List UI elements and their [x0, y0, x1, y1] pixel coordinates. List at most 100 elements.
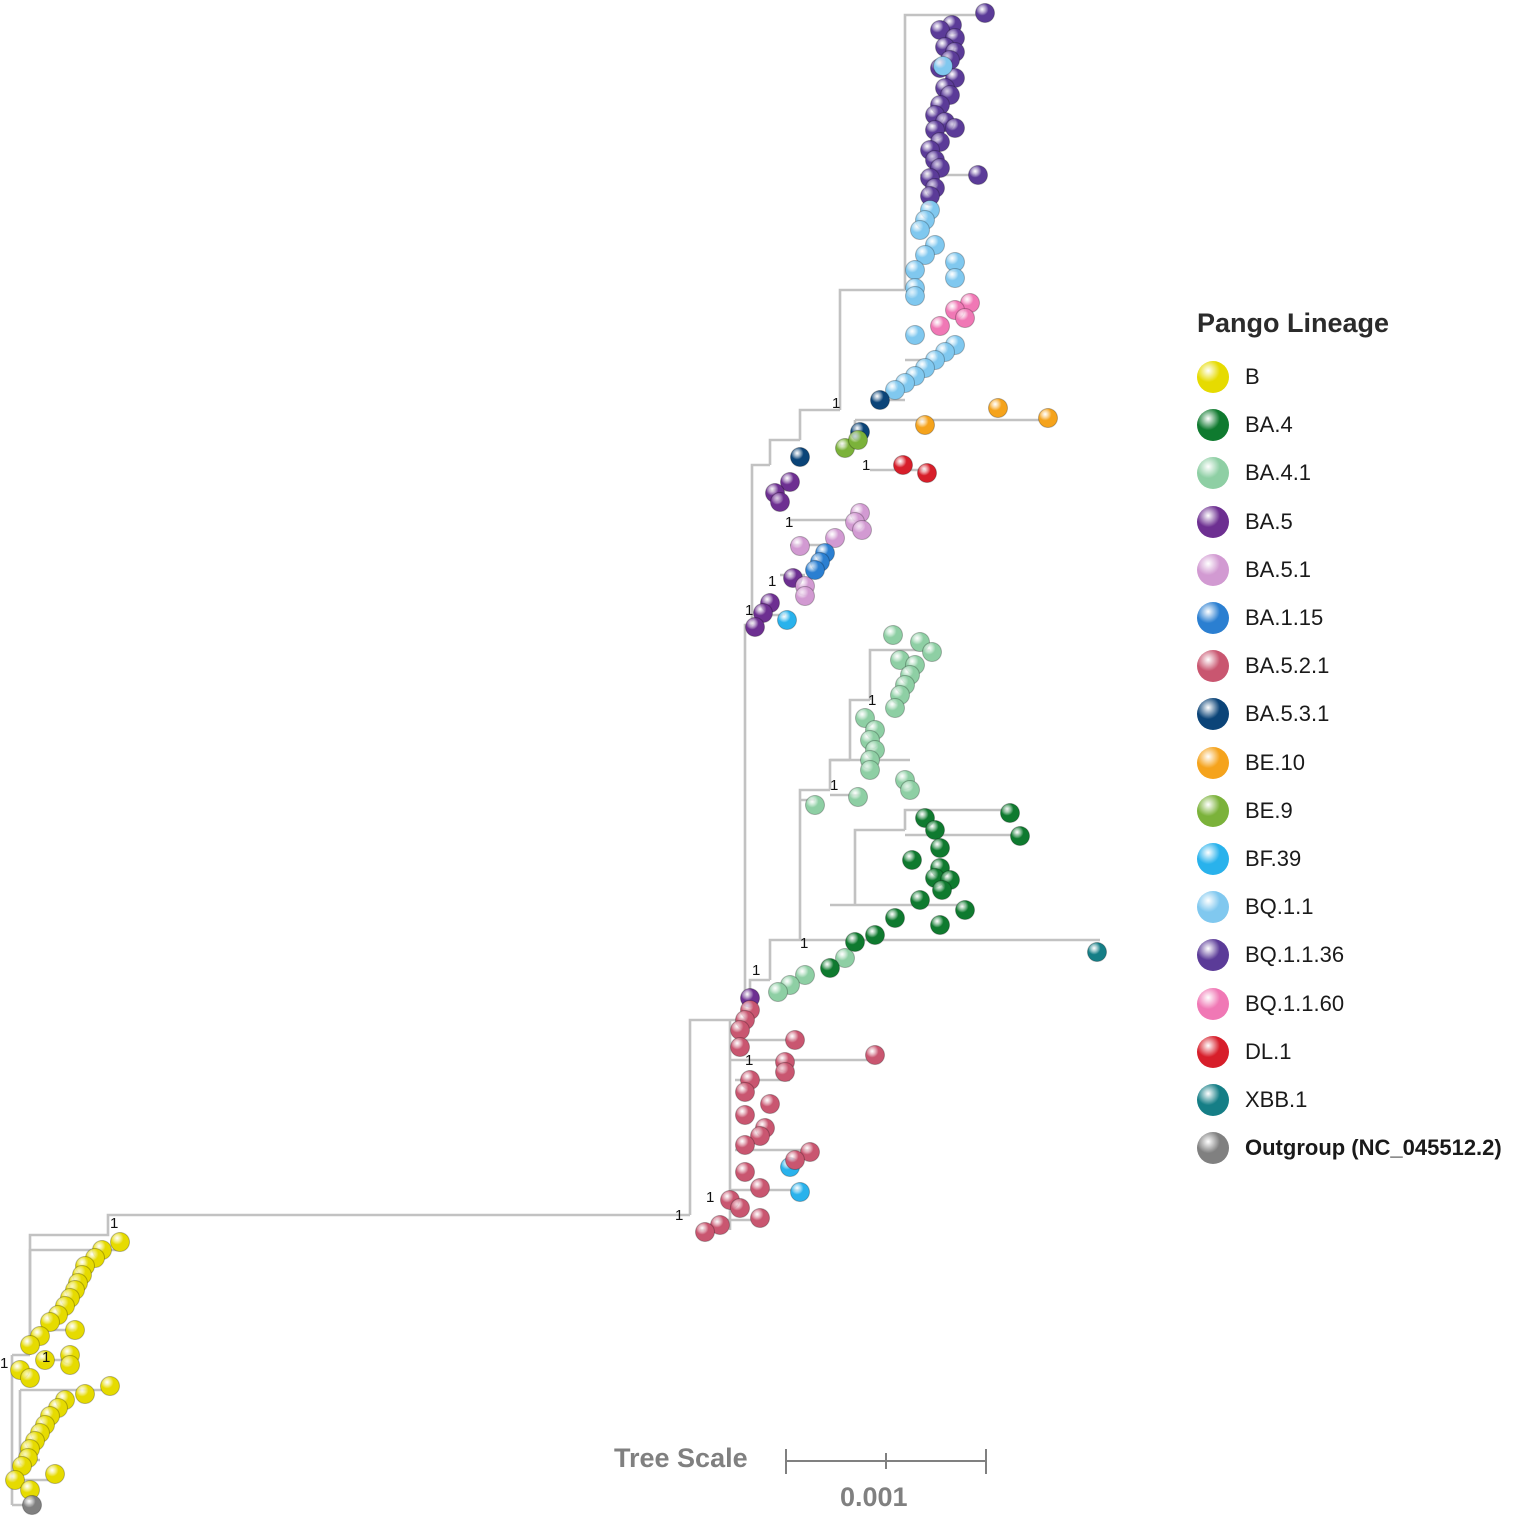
tip-node [35, 1350, 55, 1370]
tip-node [780, 472, 800, 492]
legend-item: BQ.1.1 [1197, 883, 1502, 931]
tip-node [777, 610, 797, 630]
legend-item: BA.5.2.1 [1197, 642, 1502, 690]
tip-node [915, 415, 935, 435]
tip-node [768, 982, 788, 1002]
legend-item: BA.5 [1197, 498, 1502, 546]
tip-node [848, 787, 868, 807]
tip-node [825, 528, 845, 548]
tip-node [845, 932, 865, 952]
tree-tips [5, 3, 1107, 1515]
tip-node [40, 1312, 60, 1332]
legend-items: B BA.4 BA.4.1 BA.5 BA.5.1 BA.1.15 BA.5.2.1 BA.5… [1197, 353, 1502, 1172]
tip-node [893, 455, 913, 475]
tip-node [45, 1464, 65, 1484]
tip-node [790, 1182, 810, 1202]
legend-item: BA.5.3.1 [1197, 690, 1502, 738]
tip-node [860, 760, 880, 780]
legend-label: BA.5.1 [1245, 556, 1312, 582]
tip-node [730, 1198, 750, 1218]
tip-node [745, 617, 765, 637]
scale-bar [785, 1449, 987, 1474]
tip-node [805, 560, 825, 580]
tip-node [945, 118, 965, 138]
legend-title: Pango Lineage [1197, 308, 1390, 338]
legend-label: BA.5.3.1 [1245, 701, 1330, 727]
tip-node [750, 1178, 770, 1198]
legend-label: BA.5 [1245, 508, 1293, 534]
legend-item: BE.10 [1197, 739, 1502, 787]
legend-item: B [1197, 353, 1502, 401]
legend-swatch [1197, 1132, 1229, 1165]
legend-swatch [1197, 553, 1229, 586]
support-label: 1 [785, 514, 793, 531]
tip-node [885, 908, 905, 928]
legend-swatch [1197, 650, 1229, 683]
legend-swatch [1197, 361, 1229, 394]
legend-label: BA.1.15 [1245, 605, 1324, 631]
tip-node [100, 1376, 120, 1396]
tip-node [750, 1208, 770, 1228]
tip-node [730, 1037, 750, 1057]
tree-branch [760, 13, 1050, 617]
tip-node [730, 1020, 750, 1040]
legend-label: B [1245, 364, 1260, 390]
support-label: 1 [42, 1349, 50, 1366]
legend-label: BA.5.2.1 [1245, 653, 1330, 679]
legend-item: BA.1.15 [1197, 594, 1502, 642]
support-label: 1 [0, 1355, 8, 1372]
legend-item: Outgroup (NC_045512.2) [1197, 1124, 1502, 1172]
tip-node [800, 1142, 820, 1162]
legend-label: BQ.1.1.36 [1245, 942, 1345, 968]
tip-node [945, 268, 965, 288]
tip-node [930, 915, 950, 935]
legend-label: Outgroup (NC_045512.2) [1245, 1135, 1502, 1161]
tip-node [5, 1470, 25, 1490]
support-label: 1 [862, 457, 870, 474]
tip-node [848, 430, 868, 450]
legend-swatch [1197, 1083, 1229, 1116]
legend-swatch [1197, 409, 1229, 442]
tip-node [865, 1045, 885, 1065]
legend-swatch [1197, 505, 1229, 538]
tree-branch [800, 758, 1100, 942]
tip-node [905, 325, 925, 345]
legend-label: BQ.1.1 [1245, 894, 1314, 920]
tip-node [910, 890, 930, 910]
tip-node [885, 380, 905, 400]
tip-node [820, 958, 840, 978]
tip-node [22, 1495, 42, 1515]
tip-node [975, 3, 995, 23]
tip-node [955, 308, 975, 328]
tip-node [775, 1062, 795, 1082]
support-label: 1 [110, 1215, 118, 1232]
tip-node [870, 390, 890, 410]
legend-item: BA.4.1 [1197, 449, 1502, 497]
tip-node [760, 1094, 780, 1114]
tip-node [795, 965, 815, 985]
tip-node [910, 220, 930, 240]
legend-swatch [1197, 698, 1229, 731]
tip-node [883, 625, 903, 645]
tip-node [885, 698, 905, 718]
support-label: 1 [745, 1052, 753, 1069]
support-label: 1 [830, 777, 838, 794]
tip-node [930, 316, 950, 336]
legend-item: BQ.1.1.36 [1197, 931, 1502, 979]
tip-node [75, 1384, 95, 1404]
tip-node [790, 536, 810, 556]
tip-node [65, 1320, 85, 1340]
tip-node [750, 1126, 770, 1146]
tip-node [915, 245, 935, 265]
legend-item: BQ.1.1.60 [1197, 979, 1502, 1027]
legend-item: XBB.1 [1197, 1076, 1502, 1124]
support-label: 1 [752, 962, 760, 979]
tip-node [922, 642, 942, 662]
support-label: 1 [768, 573, 776, 590]
legend-item: DL.1 [1197, 1028, 1502, 1076]
support-label: 1 [800, 935, 808, 952]
legend-label: DL.1 [1245, 1038, 1292, 1064]
tip-node [933, 56, 953, 76]
tip-node [905, 286, 925, 306]
